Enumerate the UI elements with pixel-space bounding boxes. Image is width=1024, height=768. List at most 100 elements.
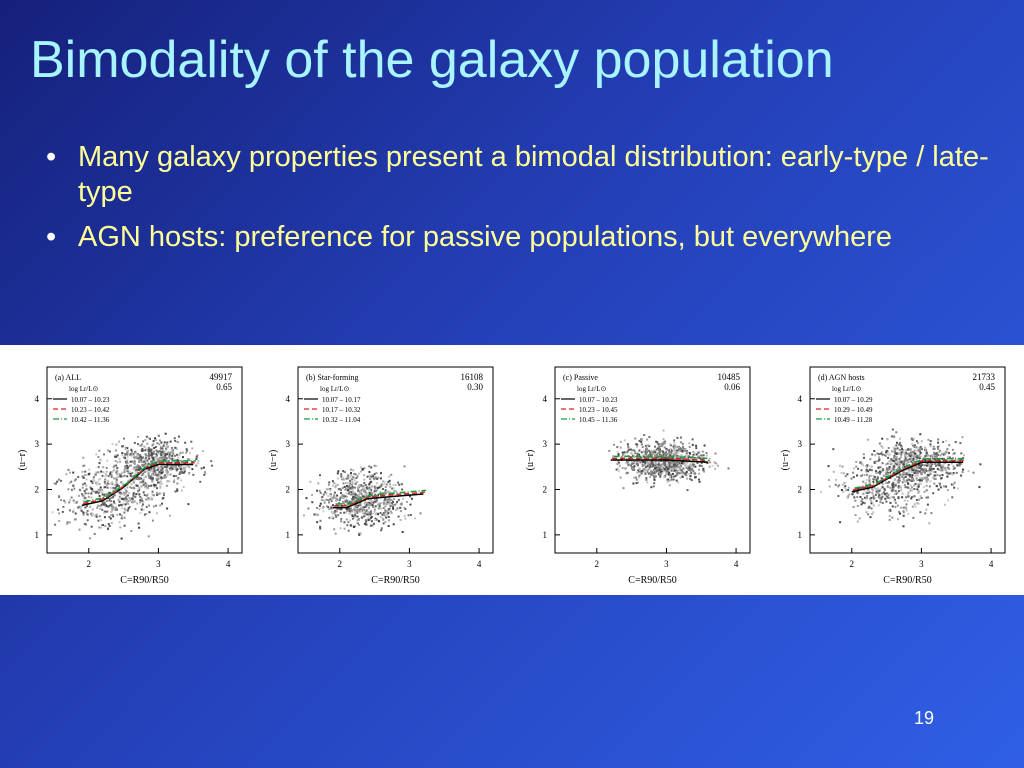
scatter-dot <box>643 464 646 466</box>
scatter-dot <box>917 502 920 505</box>
scatter-dot <box>390 512 393 514</box>
scatter-dot <box>159 439 161 442</box>
scatter-dot <box>183 462 186 465</box>
scatter-dot <box>138 467 141 470</box>
scatter-dot <box>700 458 703 461</box>
scatter-dot <box>933 478 936 481</box>
scatter-dot <box>885 451 888 454</box>
scatter-dot <box>967 470 970 473</box>
scatter-dot <box>149 477 152 480</box>
scatter-dot <box>127 500 130 503</box>
scatter-dot <box>921 477 924 480</box>
scatter-dot <box>691 459 694 462</box>
scatter-dot <box>76 500 79 503</box>
scatter-dot <box>848 493 851 496</box>
scatter-dot <box>869 458 872 461</box>
scatter-dot <box>662 452 665 455</box>
scatter-dot <box>127 462 130 465</box>
scatter-dot <box>913 452 916 455</box>
scatter-dot <box>891 483 894 486</box>
scatter-dot <box>877 492 880 495</box>
scatter-dot <box>702 469 705 472</box>
scatter-dot <box>658 469 661 472</box>
scatter-dot <box>126 453 128 456</box>
scatter-dot <box>686 489 689 492</box>
scatter-dot <box>147 498 150 501</box>
scatter-dot <box>681 462 683 464</box>
scatter-dot <box>163 441 166 444</box>
scatter-dot <box>650 450 653 453</box>
scatter-dot <box>616 446 619 448</box>
legend-title: log Lr/L⊙ <box>577 385 607 393</box>
scatter-dot <box>147 448 150 451</box>
scatter-dot <box>135 493 138 496</box>
scatter-dot <box>396 507 399 510</box>
scatter-dot <box>908 475 911 478</box>
scatter-dot <box>116 485 119 488</box>
scatter-dot <box>903 499 906 502</box>
scatter-dot <box>370 475 373 478</box>
scatter-dot <box>901 448 903 451</box>
scatter-dot <box>672 465 675 468</box>
scatter-dot <box>109 500 112 502</box>
scatter-dot <box>919 455 922 458</box>
scatter-dot <box>879 487 882 490</box>
scatter-dot <box>936 456 939 459</box>
scatter-dot <box>626 450 629 453</box>
scatter-dot <box>905 503 908 506</box>
scatter-dot <box>334 486 337 489</box>
scatter-dot <box>126 475 129 478</box>
scatter-dot <box>894 462 897 465</box>
scatter-dot <box>134 470 137 473</box>
scatter-dot <box>99 488 102 491</box>
scatter-dot <box>330 506 333 509</box>
scatter-dot <box>86 505 89 507</box>
scatter-dot <box>875 478 878 481</box>
scatter-dot <box>393 489 396 492</box>
scatter-dot <box>374 519 377 521</box>
scatter-dot <box>682 467 685 470</box>
scatter-dot <box>148 511 151 514</box>
scatter-dot <box>346 524 349 527</box>
scatter-dot <box>893 499 896 502</box>
scatter-dot <box>393 498 396 501</box>
scatter-dot <box>319 519 322 522</box>
trend-curve <box>84 460 196 503</box>
scatter-dot <box>674 452 677 455</box>
scatter-dot <box>53 482 56 485</box>
scatter-dot <box>670 467 673 470</box>
scatter-dot <box>188 466 191 469</box>
scatter-dot <box>950 462 953 465</box>
scatter-dot <box>935 452 938 455</box>
scatter-dot <box>663 446 666 449</box>
scatter-dot <box>331 516 334 519</box>
scatter-dot <box>881 450 883 453</box>
scatter-dot <box>941 452 944 455</box>
scatter-dot <box>937 441 940 444</box>
scatter-dot <box>916 478 919 481</box>
scatter-dot <box>927 438 930 441</box>
scatter-dot <box>365 486 368 489</box>
scatter-dot <box>104 486 107 489</box>
scatter-dot <box>162 452 165 455</box>
scatter-dot <box>349 483 352 486</box>
scatter-dot <box>142 449 145 452</box>
scatter-dot <box>897 452 900 455</box>
scatter-dot <box>77 494 80 497</box>
scatter-dot <box>107 527 109 530</box>
trend-curve <box>851 461 964 493</box>
scatter-dot <box>399 506 402 509</box>
scatter-dot <box>392 506 395 509</box>
scatter-dot <box>120 514 123 517</box>
scatter-dot <box>943 485 946 488</box>
scatter-dot <box>860 485 863 488</box>
scatter-dot <box>905 509 908 512</box>
scatter-dot <box>638 439 641 442</box>
scatter-dot <box>690 463 693 466</box>
scatter-dot <box>634 450 636 453</box>
scatter-dot <box>380 529 383 532</box>
scatter-dot <box>936 446 939 448</box>
scatter-dot <box>202 466 205 469</box>
scatter-dot <box>898 443 901 446</box>
scatter-dot <box>108 499 111 502</box>
